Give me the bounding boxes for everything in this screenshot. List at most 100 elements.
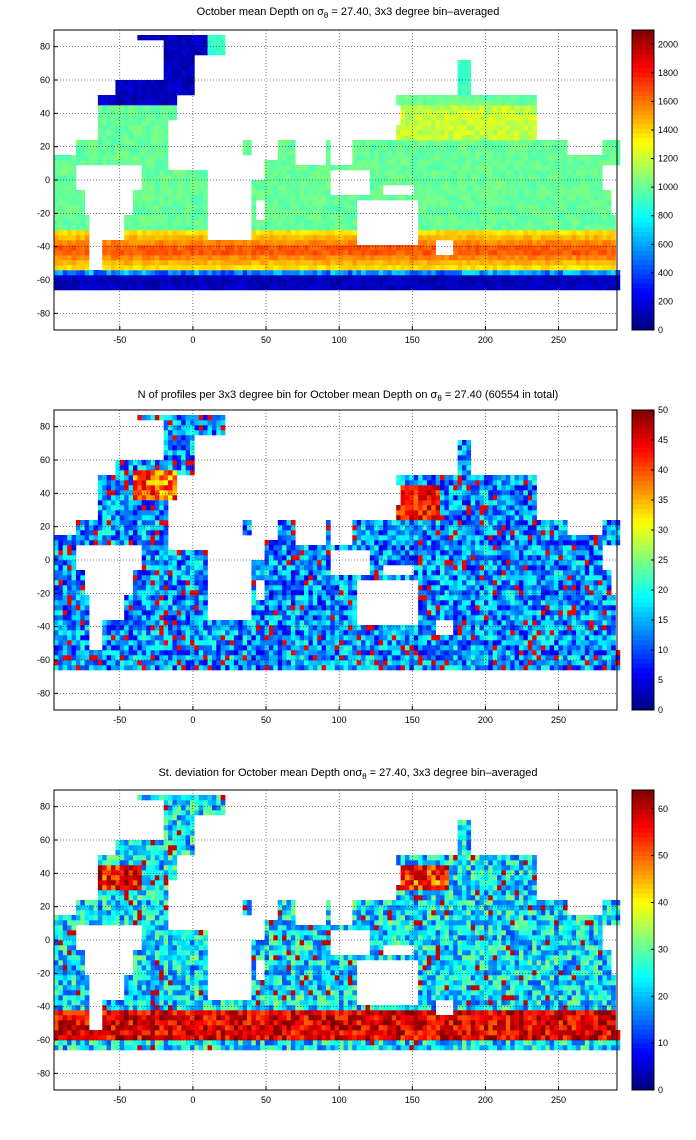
heatmap-cell [580,255,586,261]
heatmap-cell [154,505,160,511]
heatmap-cell [383,175,388,181]
heatmap-cell [238,660,243,666]
heatmap-cell [189,470,195,476]
heatmap-cell [378,280,384,286]
heatmap-cell [71,285,77,291]
heatmap-cell [352,140,358,146]
heatmap-cell [470,270,476,276]
heatmap-cell [159,275,164,281]
heatmap-cell [141,140,147,146]
heatmap-cell [119,95,125,101]
heatmap-cell [558,190,564,196]
heatmap-cell [176,445,182,451]
heatmap-cell [413,125,419,131]
heatmap-cell [286,190,292,196]
heatmap-cell [115,480,121,486]
heatmap-cell [203,245,208,251]
heatmap-cell [457,150,463,156]
colorbar-segment [632,315,654,322]
heatmap-cell [479,125,485,131]
heatmap-cell [286,215,292,221]
heatmap-cell [514,240,520,246]
heatmap-cell [492,190,498,196]
heatmap-cell [404,170,410,176]
heatmap-cell [444,230,450,236]
heatmap-cell [488,145,494,151]
heatmap-cell [255,180,261,186]
heatmap-cell [497,140,502,146]
heatmap-cell [396,285,401,291]
heatmap-cell [111,535,116,541]
heatmap-cell [220,620,226,626]
heatmap-cell [519,180,524,186]
heatmap-cell [106,120,112,126]
heatmap-cell [457,265,463,271]
heatmap-cell [154,475,160,481]
heatmap-cell [295,195,300,201]
heatmap-cell [391,270,397,276]
heatmap-cell [62,280,68,286]
heatmap-cell [404,140,410,146]
heatmap-cell [97,495,103,501]
heatmap-cell [150,655,156,661]
heatmap-cell [396,275,401,281]
heatmap-cell [554,185,559,191]
heatmap-cell [150,515,156,521]
heatmap-cell [102,135,107,141]
heatmap-cell [488,205,494,211]
heatmap-cell [84,620,90,626]
heatmap-cell [597,175,603,181]
heatmap-cell [54,220,59,226]
heatmap-cell [422,175,428,181]
heatmap-cell [308,220,314,226]
heatmap-cell [111,115,116,121]
heatmap-cell [545,175,551,181]
heatmap-cell [102,530,107,536]
heatmap-cell [181,60,186,66]
heatmap-cell [264,260,270,266]
heatmap-cell [176,460,182,466]
heatmap-cell [505,285,511,291]
heatmap-cell [238,635,243,641]
colorbar-segment [632,114,654,120]
heatmap-cell [58,660,64,666]
heatmap-cell [71,280,77,286]
heatmap-cell [334,230,340,236]
heatmap-cell [606,250,612,256]
heatmap-cell [233,265,239,271]
heatmap-cell [54,660,59,666]
heatmap-cell [163,605,169,611]
heatmap-cell [312,275,318,281]
heatmap-cell [102,265,107,271]
heatmap-cell [457,85,463,91]
heatmap-cell [369,270,375,276]
heatmap-cell [413,105,419,111]
heatmap-cell [71,620,77,626]
heatmap-cell [545,150,551,156]
colorbar-segment [632,283,654,289]
heatmap-cell [347,245,353,251]
heatmap-cell [80,225,86,231]
heatmap-cell [510,140,515,146]
heatmap-cell [203,560,208,566]
heatmap-cell [58,595,64,601]
heatmap-cell [317,250,322,256]
heatmap-cell [176,190,182,196]
heatmap-cell [418,260,423,266]
heatmap-cell [571,225,577,231]
heatmap-cell [141,275,147,281]
heatmap-cell [168,190,173,196]
heatmap-cell [334,285,340,291]
colorbar-segment [632,292,654,298]
heatmap-cell [71,610,77,616]
heatmap-cell [317,205,322,211]
heatmap-cell [453,145,458,151]
heatmap-cell [220,265,226,271]
heatmap-cell [505,185,511,191]
heatmap-cell [84,215,90,221]
heatmap-cell [93,270,99,276]
heatmap-cell [185,225,191,231]
heatmap-cell [54,560,59,566]
heatmap-cell [102,495,107,501]
heatmap-cell [207,50,213,56]
